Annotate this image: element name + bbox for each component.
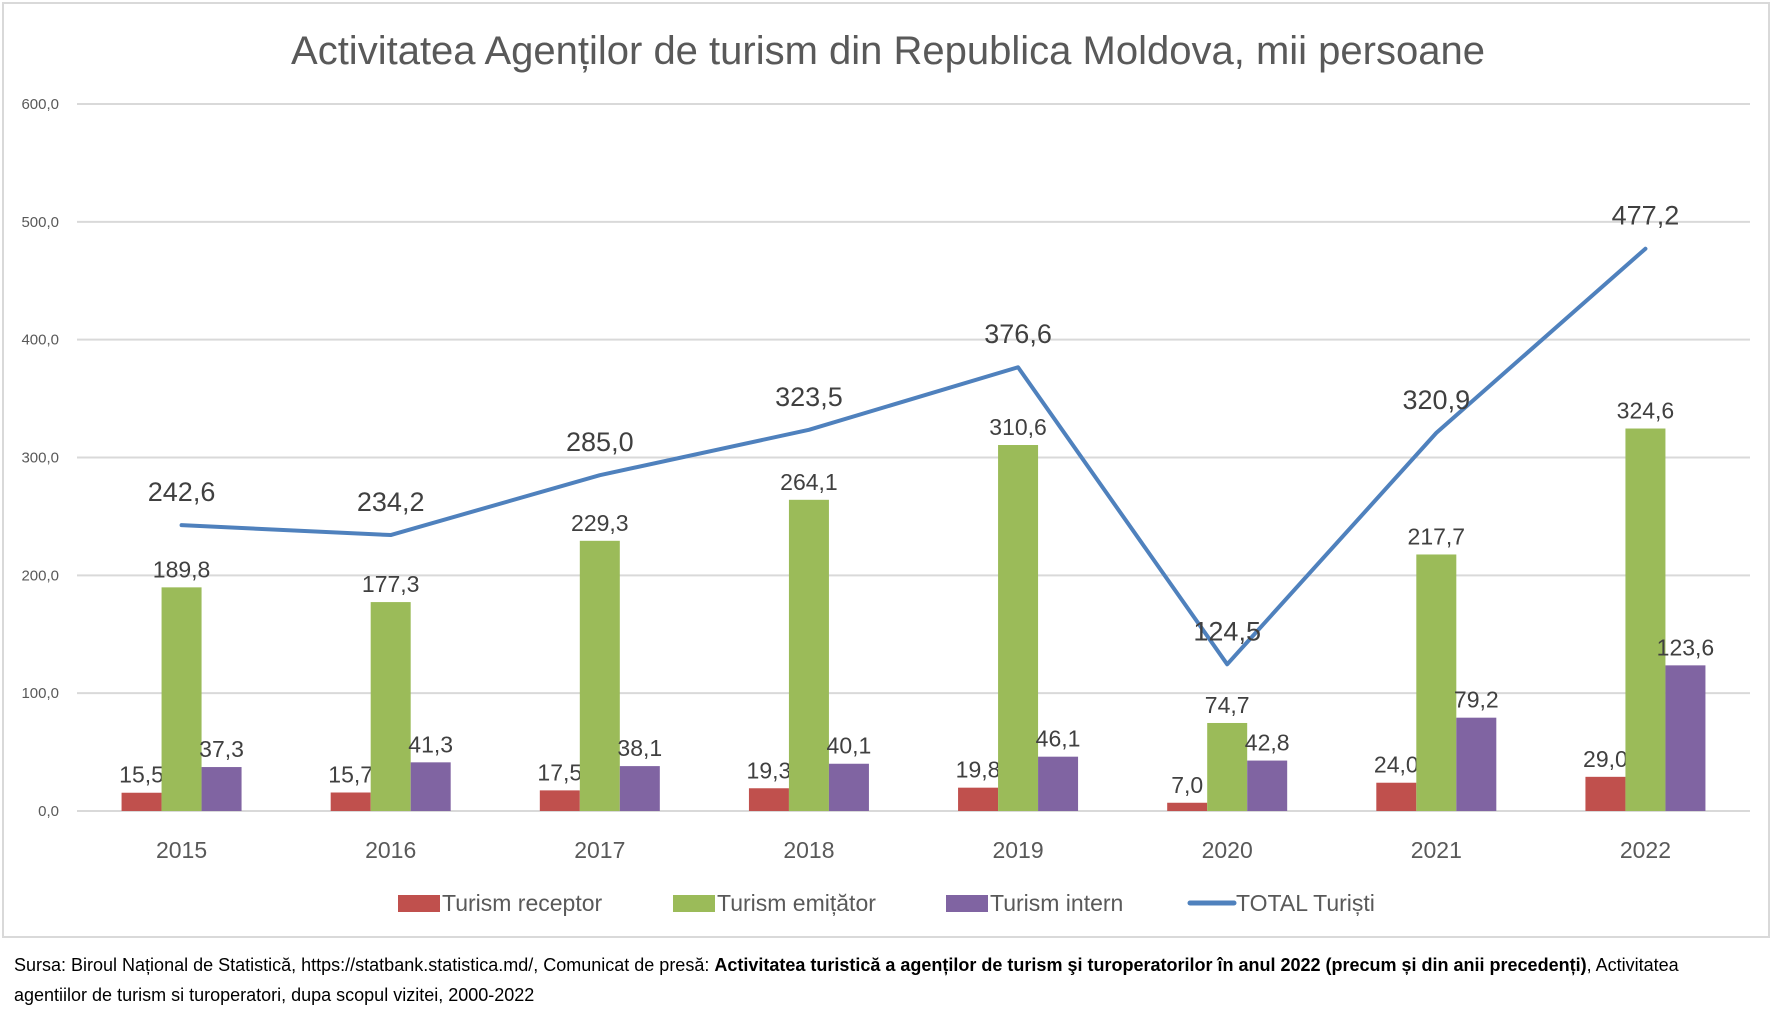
chart-frame <box>2 2 1770 938</box>
y-tick-label: 500,0 <box>21 214 59 231</box>
data-label: 17,5 <box>537 759 582 785</box>
bar-turism-intern <box>1038 756 1079 811</box>
data-label: 324,6 <box>1617 398 1675 424</box>
bar-turism-intern <box>1456 717 1497 811</box>
x-tick-label: 2018 <box>783 837 834 863</box>
x-tick-label: 2019 <box>992 837 1043 863</box>
data-label: 217,7 <box>1408 523 1466 549</box>
bar-turism-receptor <box>958 787 999 811</box>
data-label: 79,2 <box>1454 687 1499 713</box>
bar-turism-emițător <box>370 602 411 811</box>
bar-turism-emițător <box>998 445 1039 811</box>
bar-turism-intern <box>619 766 660 811</box>
legend-label: Turism intern <box>990 890 1123 916</box>
bar-turism-intern <box>410 762 451 811</box>
total-data-label: 323,5 <box>775 382 843 412</box>
x-tick-label: 2015 <box>156 837 207 863</box>
bar-turism-emițător <box>1625 428 1666 811</box>
bar-turism-emițător <box>788 499 829 811</box>
data-label: 264,1 <box>780 469 838 495</box>
y-tick-label: 100,0 <box>21 685 59 702</box>
data-label: 189,8 <box>153 556 211 582</box>
data-label: 38,1 <box>617 735 662 761</box>
total-data-label: 285,0 <box>566 427 634 457</box>
source-prefix: Sursa: Biroul Național de Statistică, ht… <box>14 955 715 975</box>
total-data-label: 234,2 <box>357 487 425 517</box>
data-label: 15,5 <box>119 762 164 788</box>
x-tick-label: 2017 <box>574 837 625 863</box>
data-label: 41,3 <box>408 731 453 757</box>
y-tick-label: 300,0 <box>21 450 59 467</box>
x-tick-label: 2016 <box>365 837 416 863</box>
y-tick-label: 600,0 <box>21 96 59 113</box>
data-label: 310,6 <box>989 414 1047 440</box>
data-label: 40,1 <box>827 733 872 759</box>
bar-turism-receptor <box>1167 802 1208 811</box>
data-label: 177,3 <box>362 571 420 597</box>
bar-turism-receptor <box>748 788 789 811</box>
legend-label: Turism emițător <box>717 890 876 916</box>
total-data-label: 376,6 <box>984 319 1052 349</box>
data-label: 123,6 <box>1657 634 1715 660</box>
data-label: 42,8 <box>1245 730 1290 756</box>
y-tick-label: 400,0 <box>21 332 59 349</box>
chart-title: Activitatea Agenților de turism din Repu… <box>291 29 1485 73</box>
bar-turism-emițător <box>1207 722 1248 811</box>
source-suffix: , Activitatea agentiilor de turism si tu… <box>14 955 1679 1005</box>
legend-swatch <box>946 895 988 912</box>
bar-turism-receptor <box>121 792 162 811</box>
bar-turism-intern <box>1247 760 1288 811</box>
bar-turism-emițător <box>1416 554 1457 811</box>
data-label: 19,3 <box>747 757 792 783</box>
x-tick-label: 2021 <box>1411 837 1462 863</box>
data-label: 37,3 <box>199 736 244 762</box>
chart: Activitatea Agenților de turism din Repu… <box>21 29 1750 916</box>
x-tick-label: 2022 <box>1620 837 1671 863</box>
data-label: 29,0 <box>1583 746 1628 772</box>
bar-turism-receptor <box>330 792 371 811</box>
source-title: Activitatea turistică a agenților de tur… <box>714 955 1587 975</box>
y-tick-label: 0,0 <box>38 803 59 820</box>
legend-swatch <box>398 895 440 912</box>
data-label: 24,0 <box>1374 752 1419 778</box>
legend-swatch <box>673 895 715 912</box>
y-tick-label: 200,0 <box>21 567 59 584</box>
legend-label: TOTAL Turiști <box>1236 890 1375 916</box>
total-data-label: 477,2 <box>1612 201 1680 231</box>
data-label: 229,3 <box>571 510 629 536</box>
x-tick-label: 2020 <box>1202 837 1253 863</box>
data-label: 46,1 <box>1036 726 1081 752</box>
bar-turism-receptor <box>1585 776 1626 811</box>
data-label: 74,7 <box>1205 692 1250 718</box>
data-label: 7,0 <box>1171 772 1203 798</box>
bar-turism-emițător <box>161 587 202 811</box>
line-total-turisti <box>179 246 1648 667</box>
bar-turism-receptor <box>539 790 580 811</box>
data-label: 19,8 <box>956 757 1001 783</box>
bar-turism-receptor <box>1376 782 1417 811</box>
total-data-label: 320,9 <box>1403 385 1471 415</box>
legend-label: Turism receptor <box>442 890 603 916</box>
bar-turism-intern <box>1665 665 1706 811</box>
total-data-label: 124,5 <box>1193 616 1261 646</box>
source-note: Sursa: Biroul Național de Statistică, ht… <box>14 950 1754 1010</box>
total-data-label: 242,6 <box>148 477 216 507</box>
bar-turism-emițător <box>579 540 620 811</box>
data-label: 15,7 <box>328 762 373 788</box>
bar-turism-intern <box>201 767 242 811</box>
bar-turism-intern <box>828 763 869 811</box>
